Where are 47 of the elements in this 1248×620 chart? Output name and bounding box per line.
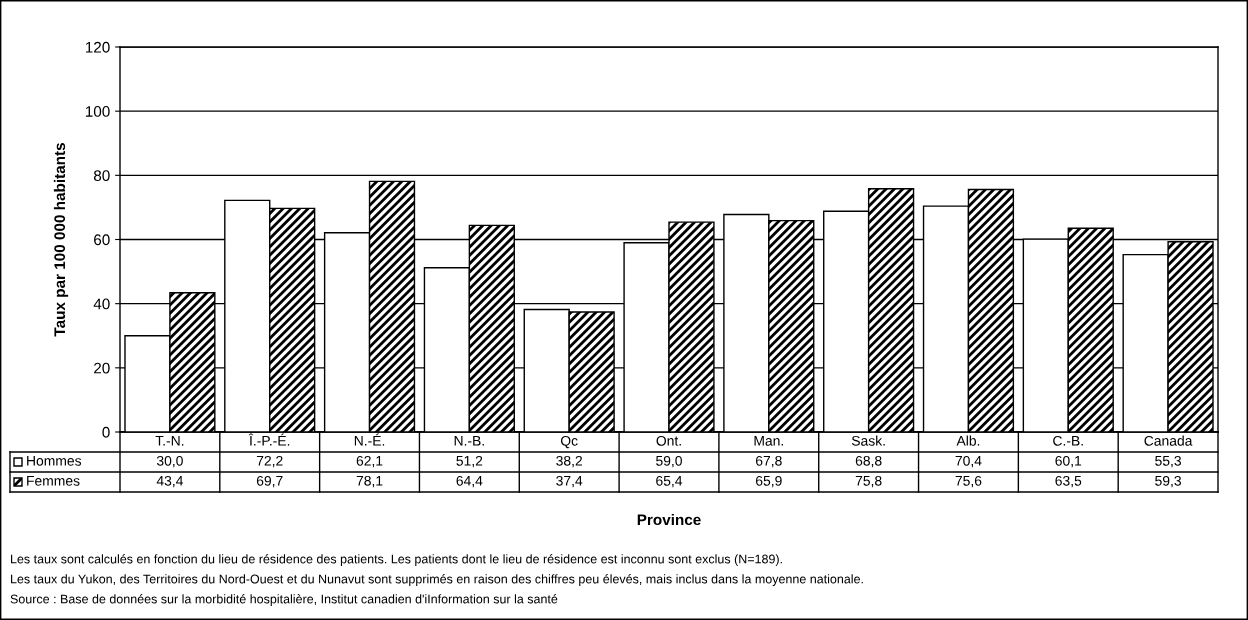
x-tick-label: N.-É. (354, 433, 385, 446)
x-tick-label: C.-B. (1053, 435, 1083, 446)
data-label: 37,4 (556, 475, 583, 488)
text: Les taux sont calculés en fonction du lieu de résidence des patients. Les patients dont le lieu de résidence est inconnu sont exclus (N=189). (11, 554, 782, 566)
text: Les taux du Yukon, des Territoires du Nord-Ouest et du Nunavut sont supprimés en raison des chiffres peu élevés, mais inclus dans la moyenne nationale. (11, 574, 863, 586)
data-label: 75,6 (955, 475, 982, 488)
data-label: 60,1 (1055, 455, 1082, 468)
data-label: 75,8 (855, 475, 882, 488)
data-label: 72,2 (256, 455, 283, 468)
data-label: 38,2 (556, 455, 582, 468)
x-axis-title: Province (637, 513, 701, 526)
x-tick-label: N.-B. (454, 436, 484, 446)
data-label: 78,1 (356, 475, 383, 488)
data-label: 55,3 (1155, 455, 1181, 468)
data-label: 62,1 (356, 455, 383, 468)
data-label: 65,4 (656, 475, 683, 488)
y-tick-label: 120 (85, 41, 110, 53)
x-tick-label: Canada (1144, 435, 1193, 446)
x-tick-label: Î.-P.-É. (248, 433, 290, 446)
y-tick-label: 0 (102, 426, 110, 438)
data-label: 59,0 (656, 455, 682, 468)
data-label: 68,8 (855, 455, 882, 468)
legend-label: Hommes (27, 456, 82, 466)
y-tick-label: 40 (93, 298, 110, 310)
data-label: 64,4 (456, 475, 483, 488)
data-label: 63,5 (1055, 475, 1082, 488)
y-tick-label: 80 (93, 170, 110, 182)
data-label: 43,4 (156, 475, 184, 488)
y-tick-label: 60 (94, 234, 110, 246)
data-label: 30,0 (156, 455, 183, 468)
data-label: 59,3 (1155, 475, 1181, 488)
x-tick-label: Man. (754, 436, 783, 446)
data-label: 70,4 (955, 455, 982, 468)
x-tick-label: T.-N. (155, 436, 184, 446)
data-label: 65,9 (756, 475, 782, 488)
y-tick-label: 100 (85, 106, 110, 117)
x-tick-label: Qc (560, 435, 578, 449)
data-label: 67,8 (756, 455, 782, 468)
data-label: 51,2 (456, 455, 483, 468)
data-label: 69,7 (256, 475, 283, 488)
x-tick-label: Ont. (656, 435, 681, 446)
x-tick-label: Alb. (956, 435, 980, 446)
source-note: Source : Base de données sur la morbidité hospitalière, Institut canadien d'iInformation sur la santé (10, 594, 558, 606)
legend-label: Femmes (27, 476, 80, 486)
y-axis-title: Taux par 100 000 habitants (53, 143, 69, 337)
x-tick-label: Sask. (851, 435, 885, 446)
y-tick-label: 20 (94, 362, 110, 374)
